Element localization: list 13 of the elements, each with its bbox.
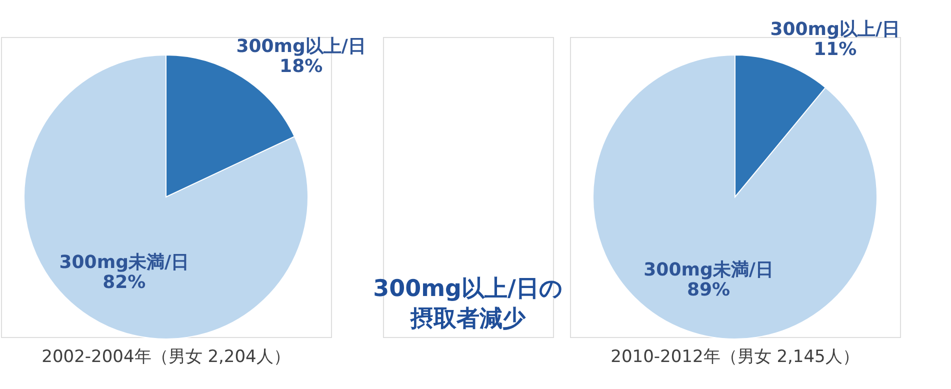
data-label: 89% [687,279,730,300]
slice-label: 300mg以上/日 [770,18,900,40]
data-label: 11% [814,38,857,60]
slice-label: 300mg未満/日 [644,259,774,280]
slice-label: 300mg未満/日 [59,252,190,273]
text: 2002-2004年（男女 2,204人） [42,347,290,367]
text: 摂取者減少 [410,306,526,332]
data-label: 82% [102,272,146,293]
pie-slice [592,54,878,340]
slice-label: 300mg以上/日 [236,36,366,58]
text: 2010-2012年（男女 2,145人） [610,347,860,367]
data-label: 18% [280,56,323,78]
text: 300mg以上/日の [373,276,563,302]
